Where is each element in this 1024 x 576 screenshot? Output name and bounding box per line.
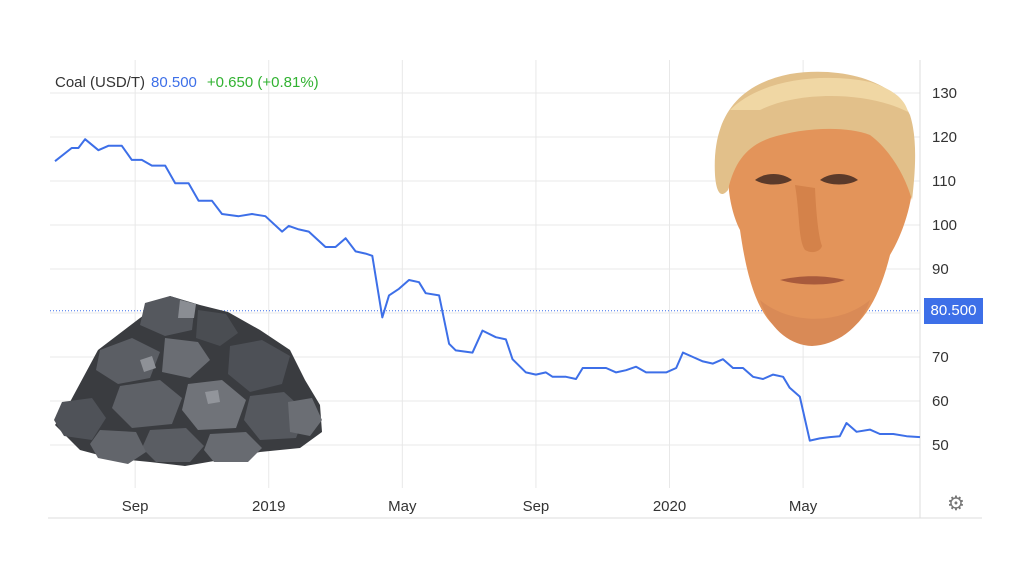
current-price-tag: 80.500 <box>924 297 983 324</box>
chart-title: Coal (USD/T) <box>55 74 146 91</box>
x-tick-label: May <box>789 498 818 515</box>
trump-face-image <box>714 71 916 346</box>
series-line <box>54 138 921 442</box>
x-tick-label: Sep <box>523 498 550 515</box>
axis-layer: 5060708090100110120130Sep2019MaySep2020M… <box>48 60 982 519</box>
y-tick-label: 110 <box>932 173 956 190</box>
x-tick-label: 2019 <box>252 498 285 515</box>
x-tick-label: Sep <box>122 498 149 515</box>
y-tick-label: 70 <box>932 349 949 366</box>
chart-header: Coal (USD/T) 80.500 +0.650 (+0.81%) <box>55 74 319 91</box>
x-tick-label: 2020 <box>653 498 686 515</box>
y-tick-label: 120 <box>932 129 957 146</box>
y-tick-label: 50 <box>932 437 949 454</box>
coal-pile-image <box>54 296 322 466</box>
y-tick-label: 60 <box>932 393 949 410</box>
y-tick-label: 130 <box>932 85 957 102</box>
y-tick-label: 90 <box>932 261 949 278</box>
x-tick-label: May <box>388 498 417 515</box>
price-change: +0.650 (+0.81%) <box>206 74 319 91</box>
gear-icon[interactable]: ⚙ <box>947 493 965 515</box>
y-tick-label: 100 <box>932 217 957 234</box>
current-price: 80.500 <box>151 74 197 91</box>
